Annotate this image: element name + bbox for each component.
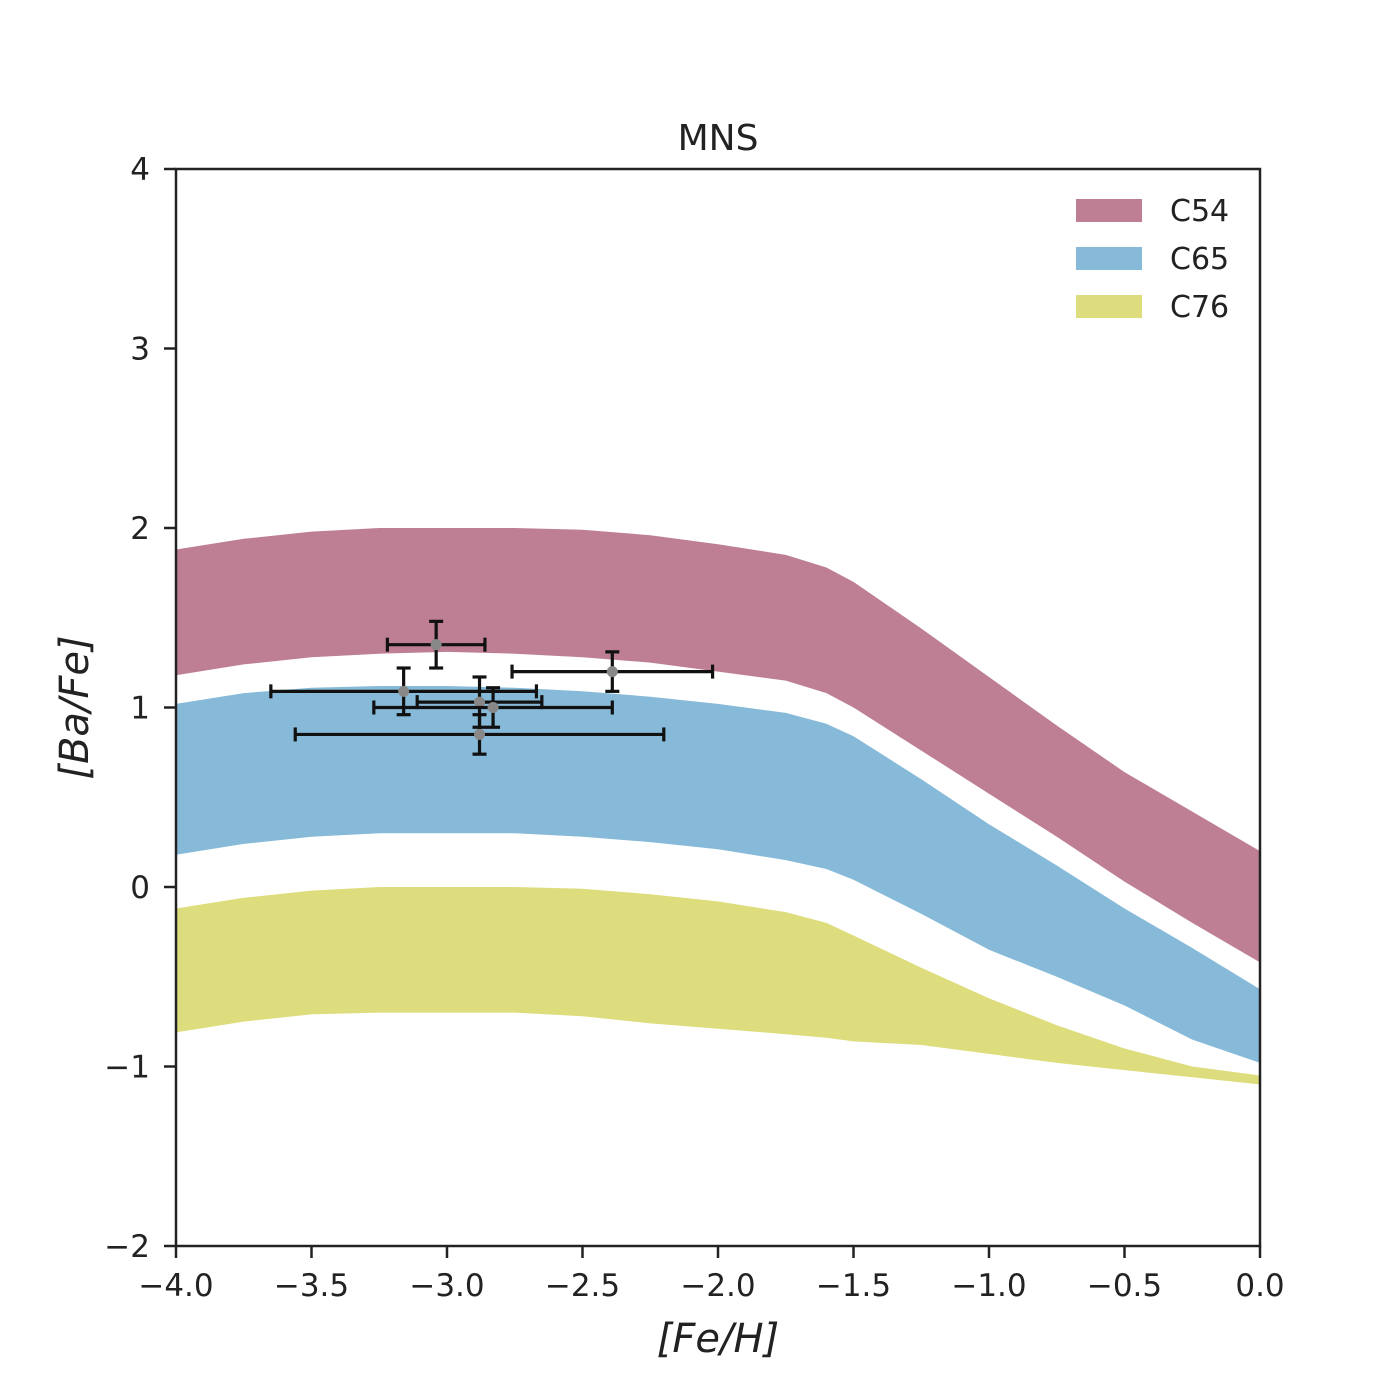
x-tick-label: −1.5 <box>816 1268 891 1304</box>
data-marker <box>430 639 442 651</box>
x-tick-label: −0.5 <box>1087 1268 1162 1304</box>
bands-layer <box>176 528 1260 1085</box>
legend-label: C65 <box>1170 242 1229 277</box>
data-point-5 <box>372 686 614 729</box>
x-tick-label: −2.0 <box>680 1268 755 1304</box>
data-marker <box>474 728 486 740</box>
legend-swatch <box>1076 199 1142 222</box>
ticks-layer: −4.0 −3.5 −3.0 −2.5 −2.0 −1.5 −1.0 −0.5 0.0 −2 −1 0… <box>104 152 1284 1304</box>
legend-item-c65: C65 <box>1076 242 1229 277</box>
y-tick-label: 3 <box>130 332 150 368</box>
y-tick-label: −1 <box>104 1050 150 1086</box>
y-tick-label: 4 <box>130 152 150 188</box>
data-point-6 <box>293 713 666 756</box>
data-marker <box>606 666 618 678</box>
data-point-4 <box>415 675 544 729</box>
x-tick-label: −1.0 <box>951 1268 1026 1304</box>
band-c65 <box>176 686 1260 1063</box>
x-tick-label: 0.0 <box>1235 1268 1284 1304</box>
chart-title: MNS <box>678 118 759 159</box>
band-c76 <box>176 887 1260 1085</box>
plot-frame <box>174 167 1262 1248</box>
x-tick-label: −3.5 <box>274 1268 349 1304</box>
legend-swatch <box>1076 295 1142 318</box>
y-tick-label: 2 <box>130 511 150 547</box>
x-tick-label: −4.0 <box>138 1268 213 1304</box>
y-tick-label: 0 <box>130 870 150 906</box>
errorbars-layer <box>269 619 715 756</box>
legend: C54 C65 C76 <box>1076 194 1229 325</box>
band-c54 <box>176 528 1260 963</box>
x-axis-label: [Fe/H] <box>657 1316 779 1362</box>
y-axis-label: [Ba/Fe] <box>52 635 98 779</box>
legend-item-c54: C54 <box>1076 194 1229 229</box>
x-tick-label: −3.0 <box>409 1268 484 1304</box>
data-marker <box>487 702 499 713</box>
data-point-1 <box>385 619 487 670</box>
data-point-2 <box>510 650 715 693</box>
legend-swatch <box>1076 247 1142 270</box>
x-tick-label: −2.5 <box>545 1268 620 1304</box>
y-tick-label: 1 <box>130 691 150 727</box>
data-marker <box>398 685 410 697</box>
y-tick-label: −2 <box>104 1229 150 1265</box>
legend-label: C76 <box>1170 290 1229 325</box>
legend-label: C54 <box>1170 194 1229 229</box>
data-marker <box>474 696 486 708</box>
legend-item-c76: C76 <box>1076 290 1229 325</box>
